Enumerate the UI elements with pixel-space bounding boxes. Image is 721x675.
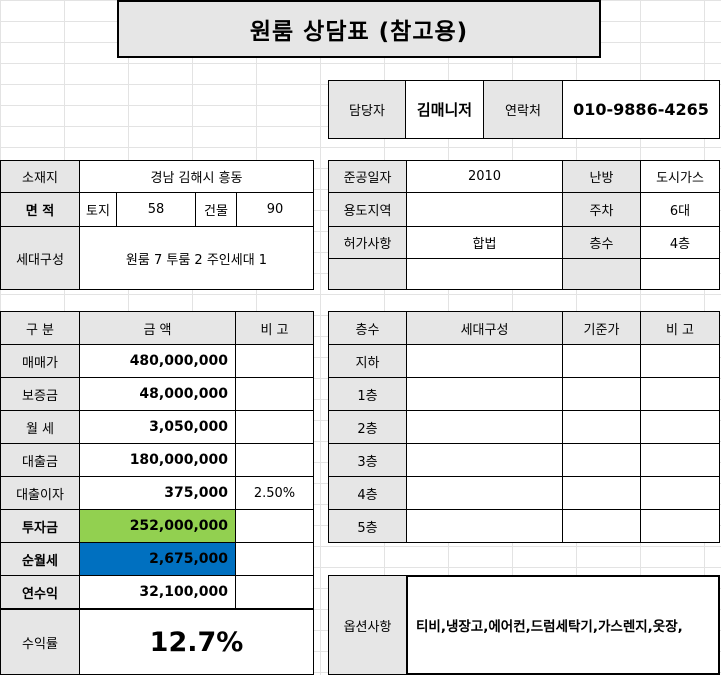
completion-label: 준공일자 xyxy=(328,160,407,193)
finance-row-label: 대출이자 xyxy=(0,476,80,510)
empty-cell[interactable] xyxy=(406,258,563,290)
floor-row-label: 2층 xyxy=(328,410,407,444)
finance-row-note[interactable] xyxy=(235,377,314,411)
heating-label: 난방 xyxy=(562,160,641,193)
floors-header-base: 기준가 xyxy=(562,311,641,345)
finance-row-label: 월 세 xyxy=(0,410,80,444)
finance-row-amount[interactable]: 2,675,000 xyxy=(79,542,236,576)
floor-row-units[interactable] xyxy=(406,509,563,543)
floor-row-label: 3층 xyxy=(328,443,407,477)
floor-row-note[interactable] xyxy=(640,344,720,378)
yield-value[interactable]: 12.7% xyxy=(79,609,314,675)
completion-value[interactable]: 2010 xyxy=(406,160,563,193)
finance-row-note[interactable] xyxy=(235,443,314,477)
finance-row-label: 매매가 xyxy=(0,344,80,378)
units-label: 세대구성 xyxy=(0,226,80,290)
finance-row-note[interactable] xyxy=(235,509,314,543)
finance-row-amount[interactable]: 375,000 xyxy=(79,476,236,510)
floor-row-note[interactable] xyxy=(640,377,720,411)
finance-row-note[interactable] xyxy=(235,344,314,378)
land-label: 토지 xyxy=(79,192,117,227)
floor-row-base[interactable] xyxy=(562,410,641,444)
floor-row-note[interactable] xyxy=(640,476,720,510)
floor-row-note[interactable] xyxy=(640,410,720,444)
finance-header-note: 비 고 xyxy=(235,311,314,345)
phone-value[interactable]: 010-9886-4265 xyxy=(562,80,720,139)
empty-cell[interactable] xyxy=(640,258,720,290)
finance-row-label: 연수익 xyxy=(0,575,80,609)
floor-row-units[interactable] xyxy=(406,476,563,510)
finance-row-amount[interactable]: 480,000,000 xyxy=(79,344,236,378)
finance-row-note[interactable] xyxy=(235,542,314,576)
parking-label: 주차 xyxy=(562,192,641,227)
options-value[interactable]: 티비,냉장고,에어컨,드럼세탁기,가스렌지,옷장, xyxy=(406,575,720,675)
floors-header-floor: 층수 xyxy=(328,311,407,345)
floor-row-note[interactable] xyxy=(640,443,720,477)
finance-row-amount[interactable]: 32,100,000 xyxy=(79,575,236,609)
floor-row-units[interactable] xyxy=(406,344,563,378)
manager-value[interactable]: 김매니저 xyxy=(405,80,484,139)
finance-row-amount[interactable]: 180,000,000 xyxy=(79,443,236,477)
finance-row-note[interactable] xyxy=(235,575,314,609)
floor-row-base[interactable] xyxy=(562,476,641,510)
units-value[interactable]: 원룸 7 투룸 2 주인세대 1 xyxy=(79,226,314,290)
zoning-value[interactable] xyxy=(406,192,563,227)
floor-row-label: 지하 xyxy=(328,344,407,378)
floor-row-base[interactable] xyxy=(562,443,641,477)
floor-row-base[interactable] xyxy=(562,377,641,411)
finance-row-label: 순월세 xyxy=(0,542,80,576)
floors-label: 층수 xyxy=(562,226,641,259)
permit-label: 허가사항 xyxy=(328,226,407,259)
area-label: 면 적 xyxy=(0,192,80,227)
building-value[interactable]: 90 xyxy=(236,192,314,227)
options-label: 옵션사항 xyxy=(328,575,407,675)
land-value[interactable]: 58 xyxy=(116,192,196,227)
floor-row-label: 4층 xyxy=(328,476,407,510)
finance-header-amount: 금 액 xyxy=(79,311,236,345)
floor-row-units[interactable] xyxy=(406,377,563,411)
finance-row-label: 대출금 xyxy=(0,443,80,477)
zoning-label: 용도지역 xyxy=(328,192,407,227)
finance-row-label: 보증금 xyxy=(0,377,80,411)
finance-row-amount[interactable]: 3,050,000 xyxy=(79,410,236,444)
location-value[interactable]: 경남 김해시 흥동 xyxy=(79,160,314,193)
building-label: 건물 xyxy=(195,192,237,227)
phone-label: 연락처 xyxy=(483,80,563,139)
floor-row-base[interactable] xyxy=(562,344,641,378)
yield-label: 수익률 xyxy=(0,609,80,675)
location-label: 소재지 xyxy=(0,160,80,193)
manager-label: 담당자 xyxy=(328,80,406,139)
finance-row-amount[interactable]: 48,000,000 xyxy=(79,377,236,411)
empty-label xyxy=(328,258,407,290)
floors-header-note: 비 고 xyxy=(640,311,720,345)
empty-label xyxy=(562,258,641,290)
floor-row-units[interactable] xyxy=(406,443,563,477)
finance-row-label: 투자금 xyxy=(0,509,80,543)
floor-row-units[interactable] xyxy=(406,410,563,444)
floor-row-note[interactable] xyxy=(640,509,720,543)
floors-header-units: 세대구성 xyxy=(406,311,563,345)
floor-row-label: 1층 xyxy=(328,377,407,411)
heating-value[interactable]: 도시가스 xyxy=(640,160,720,193)
finance-row-note[interactable]: 2.50% xyxy=(235,476,314,510)
floors-value[interactable]: 4층 xyxy=(640,226,720,259)
floor-row-base[interactable] xyxy=(562,509,641,543)
finance-row-amount[interactable]: 252,000,000 xyxy=(79,509,236,543)
permit-value[interactable]: 합법 xyxy=(406,226,563,259)
finance-row-note[interactable] xyxy=(235,410,314,444)
page-title: 원룸 상담표 (참고용) xyxy=(117,0,601,58)
floor-row-label: 5층 xyxy=(328,509,407,543)
parking-value[interactable]: 6대 xyxy=(640,192,720,227)
finance-header-category: 구 분 xyxy=(0,311,80,345)
